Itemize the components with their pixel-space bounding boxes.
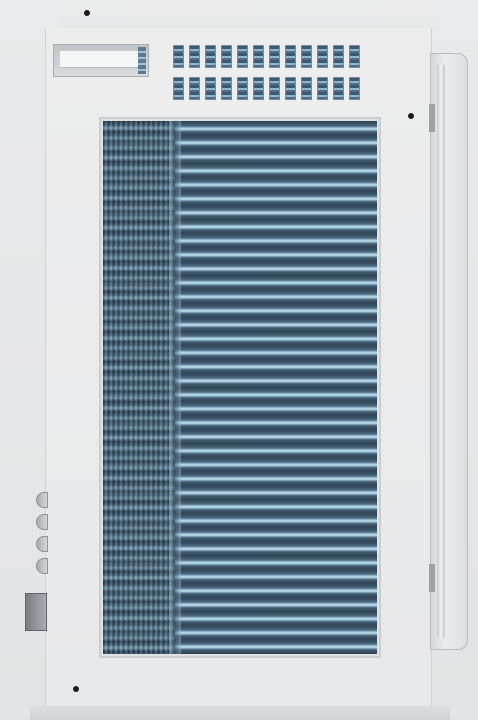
top-cap xyxy=(60,0,440,30)
coil-tube-bends xyxy=(103,121,175,654)
handle-coil-peek xyxy=(138,47,146,74)
vent-slot xyxy=(301,45,312,68)
drain-port xyxy=(25,593,47,631)
vent-slot xyxy=(189,45,200,68)
vent-slot xyxy=(253,45,264,68)
vent-slot xyxy=(285,45,296,68)
panel-clip xyxy=(429,104,435,132)
condenser-coil-frame xyxy=(99,117,381,658)
side-louver xyxy=(36,558,48,574)
side-panel xyxy=(429,53,468,650)
vent-slot xyxy=(253,77,264,100)
vent-slot xyxy=(333,45,344,68)
vent-slot xyxy=(205,45,216,68)
vent-slot xyxy=(205,77,216,100)
side-louver xyxy=(36,492,48,508)
top-vent-grille xyxy=(173,45,383,105)
vent-row xyxy=(173,45,383,68)
side-louver xyxy=(36,514,48,530)
carry-handle-recess xyxy=(53,44,149,77)
handle-grip xyxy=(60,51,138,68)
vent-slot xyxy=(317,45,328,68)
side-rail xyxy=(437,64,445,639)
vent-slot xyxy=(173,45,184,68)
vent-row xyxy=(173,77,383,100)
vent-slot xyxy=(301,77,312,100)
vent-slot xyxy=(221,77,232,100)
screw-icon xyxy=(73,686,79,692)
vent-slot xyxy=(269,45,280,68)
vent-slot xyxy=(237,77,248,100)
vent-slot xyxy=(317,77,328,100)
vent-slot xyxy=(349,77,360,100)
vent-slot xyxy=(269,77,280,100)
vent-slot xyxy=(333,77,344,100)
coil-seam xyxy=(169,121,181,654)
screw-icon xyxy=(408,113,414,119)
vent-slot xyxy=(349,45,360,68)
vent-slot xyxy=(189,77,200,100)
vent-slot xyxy=(221,45,232,68)
side-louver xyxy=(36,536,48,552)
vent-slot xyxy=(285,77,296,100)
vent-slot xyxy=(237,45,248,68)
bottom-base xyxy=(30,706,450,720)
vent-slot xyxy=(173,77,184,100)
panel-clip xyxy=(429,564,435,592)
screw-icon xyxy=(84,10,90,16)
